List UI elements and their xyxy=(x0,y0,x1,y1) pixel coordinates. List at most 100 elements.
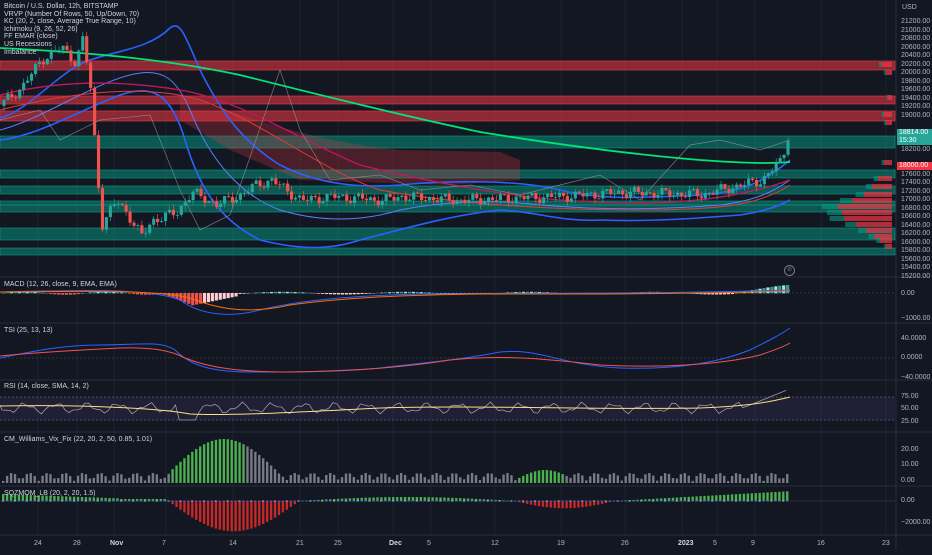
volume-profile-bar xyxy=(882,62,892,67)
sqz-dot xyxy=(57,501,59,502)
candle-body xyxy=(420,193,423,200)
macd-axis-1: −1000.00 xyxy=(901,315,930,322)
sqz-dot xyxy=(69,501,71,502)
sqz-bar xyxy=(227,501,229,531)
vix-bar xyxy=(601,478,603,483)
rsi-label[interactable]: RSI (14, close, SMA, 14, 2) xyxy=(4,383,89,390)
macd-bar xyxy=(132,293,135,294)
macd-bar xyxy=(262,292,265,293)
sqz-bar xyxy=(727,495,729,502)
tsi-axis-0: 40.0000 xyxy=(901,335,926,342)
sqz-bar xyxy=(778,492,780,502)
vix-bar xyxy=(266,462,268,483)
vix-bar xyxy=(26,474,28,483)
macd-bar xyxy=(140,293,143,295)
vix-bar xyxy=(37,481,39,483)
sqz-dot xyxy=(112,501,114,502)
candle-body xyxy=(680,193,683,197)
price-tick: 18200.00 xyxy=(901,146,930,153)
sqz-bar xyxy=(234,501,236,531)
vix-bar xyxy=(309,474,311,483)
sqz-bar xyxy=(585,501,587,507)
sqz-bar xyxy=(530,501,532,505)
candle-body xyxy=(613,194,616,195)
indicator-ff-emar[interactable]: FF EMAR (close) xyxy=(4,33,139,41)
sqz-dot xyxy=(254,501,256,502)
symbol-title[interactable]: Bitcoin / U.S. Dollar, 12h, BITSTAMP xyxy=(4,3,139,11)
macd-bar xyxy=(282,292,285,293)
sqz-dot xyxy=(739,501,741,502)
candle-body xyxy=(649,192,652,193)
candle-body xyxy=(294,198,297,200)
vix-label[interactable]: CM_Williams_Vix_Fix (22, 20, 2, 50, 0.85… xyxy=(4,436,152,443)
vix-bar xyxy=(108,481,110,483)
sqz-dot xyxy=(128,501,130,502)
candle-body xyxy=(467,200,470,203)
vix-bar xyxy=(565,476,567,483)
sqz-dot xyxy=(309,501,311,502)
candle-body xyxy=(136,225,139,226)
vix-bar xyxy=(400,473,402,483)
macd-label[interactable]: MACD (12, 26, close, 9, EMA, EMA) xyxy=(4,281,117,288)
eye-icon[interactable]: ⊘ xyxy=(784,265,795,276)
vix-bar xyxy=(723,476,725,483)
candle-body xyxy=(440,196,443,202)
sqz-dot xyxy=(223,501,225,502)
price-tick: 20000.00 xyxy=(901,69,930,76)
volume-profile-bar xyxy=(876,238,880,243)
vix-bar xyxy=(57,478,59,483)
vix-bar xyxy=(428,479,430,483)
candle-body xyxy=(310,196,313,201)
candle-body xyxy=(542,197,545,203)
indicator-vrvp[interactable]: VRVP (Number Of Rows, 50, Up/Down, 70) xyxy=(4,11,139,19)
candle-body xyxy=(459,200,462,201)
vix-bar xyxy=(431,475,433,483)
sqz-bar xyxy=(755,493,757,501)
candle-body xyxy=(34,64,37,74)
vix-bar xyxy=(514,480,516,483)
sqz-bar xyxy=(542,501,544,507)
sqz-dot xyxy=(349,501,351,502)
vix-bar xyxy=(258,455,260,483)
sqz-dot xyxy=(242,501,244,502)
red-level-tag: 18000.00 xyxy=(897,162,932,170)
vix-bar xyxy=(10,473,12,483)
sqz-dot xyxy=(108,501,110,502)
candle-body xyxy=(314,196,317,197)
price-tick: 20600.00 xyxy=(901,44,930,51)
sqz-dot xyxy=(420,501,422,502)
candle-body xyxy=(475,194,478,198)
sqz-axis-0: 0.00 xyxy=(901,497,915,504)
sqz-bar xyxy=(250,501,252,529)
vix-bar xyxy=(2,481,4,483)
sqz-label[interactable]: SQZMOM_LB (20, 2, 20, 1.5) xyxy=(4,490,95,497)
time-tick: 5 xyxy=(713,540,717,547)
sqz-dot xyxy=(672,501,674,502)
sqz-dot xyxy=(6,501,8,502)
sqz-dot xyxy=(34,501,36,502)
vix-bar xyxy=(688,476,690,483)
candle-body xyxy=(601,191,604,199)
sqz-dot xyxy=(617,501,619,502)
sqz-dot xyxy=(246,501,248,502)
candle-body xyxy=(329,194,332,195)
price-tick: 15400.00 xyxy=(901,264,930,271)
vix-bar xyxy=(605,479,607,483)
price-tick: 15800.00 xyxy=(901,247,930,254)
indicator-imbalance[interactable]: Imbalance xyxy=(4,49,139,57)
vix-bar xyxy=(731,476,733,483)
vix-bar xyxy=(762,481,764,483)
sqz-dot xyxy=(463,501,465,502)
candle-body xyxy=(306,200,309,201)
candle-body xyxy=(424,200,427,201)
sqz-dot xyxy=(211,501,213,502)
indicator-ichimoku[interactable]: Ichimoku (9, 26, 52, 26) xyxy=(4,26,139,34)
tsi-label[interactable]: TSI (25, 13, 13) xyxy=(4,327,53,334)
vix-bar xyxy=(223,439,225,483)
indicator-kc[interactable]: KC (20, 2, close, Average True Range, 10… xyxy=(4,18,139,26)
macd-bar xyxy=(345,293,348,294)
vix-bar xyxy=(388,477,390,483)
macd-bar xyxy=(400,292,403,293)
vix-bar xyxy=(199,446,201,483)
indicator-us-recessions[interactable]: US Recessions xyxy=(4,41,139,49)
